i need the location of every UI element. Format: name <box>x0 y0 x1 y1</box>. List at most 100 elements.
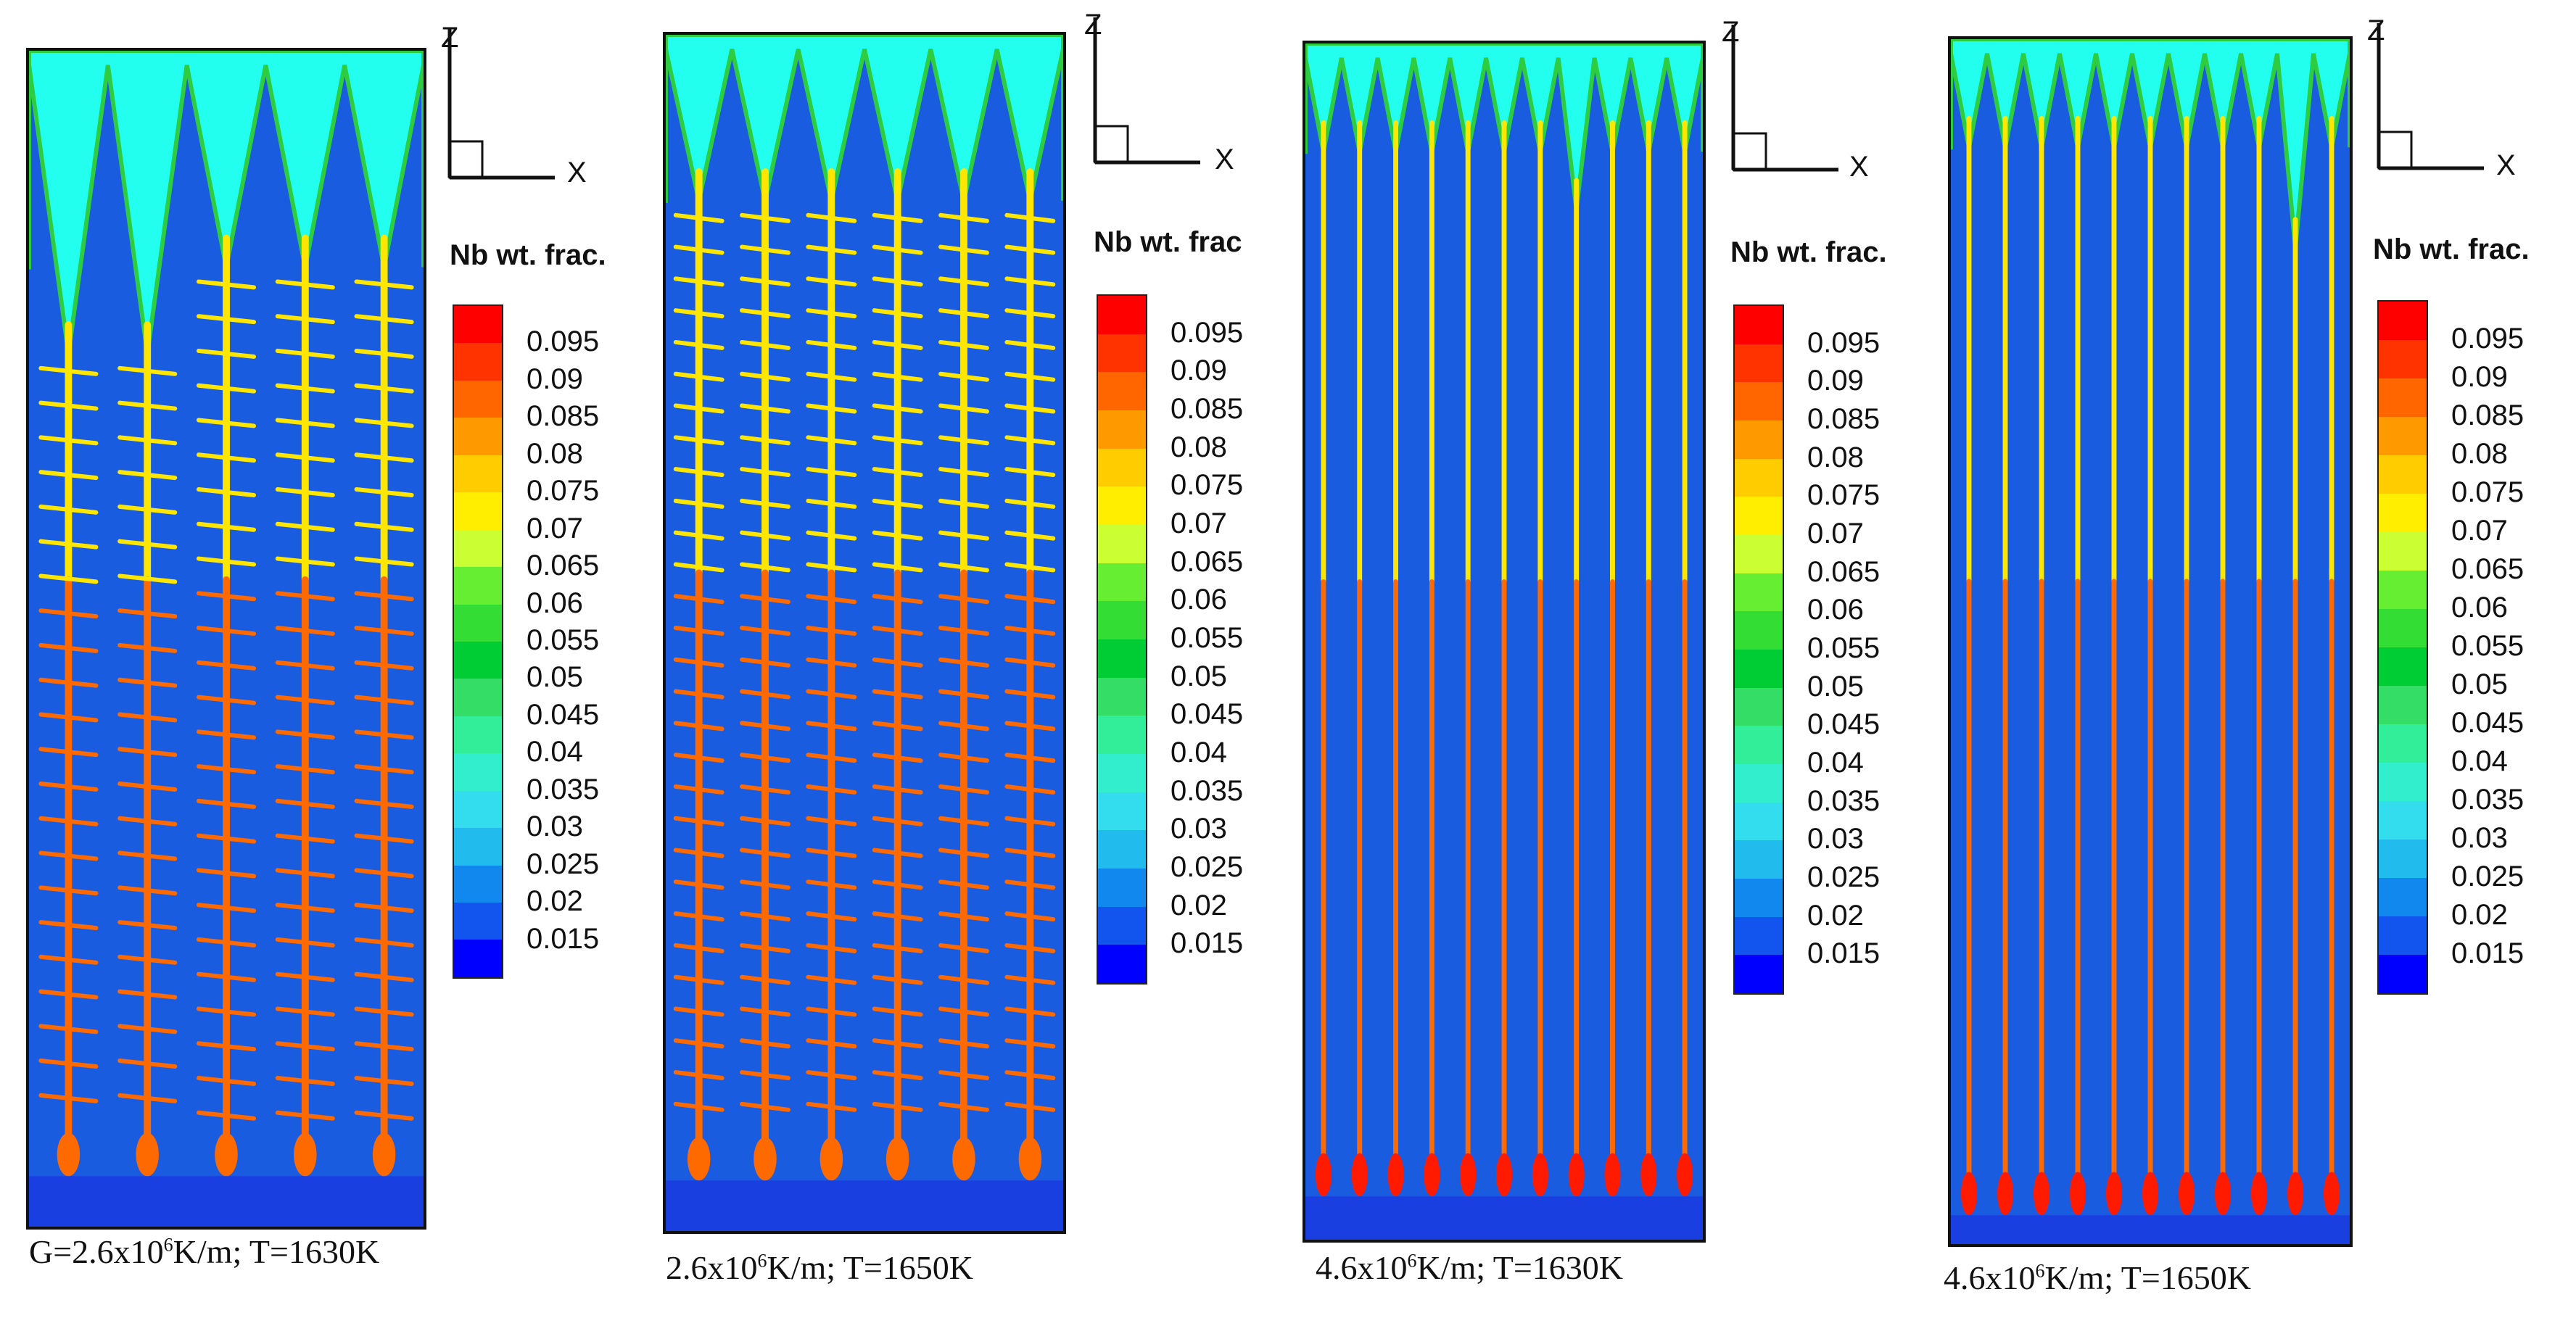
legend-tick-label: 0.025 <box>527 847 600 880</box>
legend-tick-label: 0.03 <box>1171 813 1227 845</box>
colorbar-swatch <box>2379 609 2427 647</box>
colorbar-swatch <box>2379 878 2427 916</box>
legend-tick-label: 0.03 <box>1807 823 1864 855</box>
colorbar-swatch <box>1098 792 1146 831</box>
colorbar-swatch <box>454 529 502 568</box>
colorbar-swatch <box>454 865 502 903</box>
legend-tick-label: 0.04 <box>1171 737 1227 768</box>
colorbar-swatch <box>2379 955 2427 993</box>
axis-triad-1 <box>447 29 555 180</box>
colorbar-swatch <box>454 940 502 977</box>
axis-label-z: Z <box>441 22 459 54</box>
legend-tick-label: 0.03 <box>2451 822 2508 854</box>
legend-tick-label: 0.02 <box>1807 899 1864 932</box>
colorbar-swatch <box>2379 840 2427 878</box>
axis-triad-3 <box>1731 25 1838 172</box>
legend-tick-label: 0.06 <box>1171 584 1227 616</box>
colorbar-swatch <box>454 790 502 829</box>
colorbar-swatch <box>2379 763 2427 801</box>
colorbar-swatch <box>1098 486 1146 525</box>
legend-tick-label: 0.08 <box>2451 438 2508 470</box>
colorbar-swatch <box>454 903 502 940</box>
colorbar-swatch <box>454 455 502 493</box>
legend-tick-label: 0.025 <box>2451 861 2525 892</box>
axis-label-x: X <box>2496 149 2516 181</box>
simulation-field-2 <box>663 32 1066 1234</box>
colorbar-swatch <box>1098 524 1146 563</box>
legend-tick-label: 0.095 <box>1171 316 1244 349</box>
colorbar-swatch <box>2379 302 2427 340</box>
colorbar-swatch <box>2379 417 2427 455</box>
legend-tick-label: 0.055 <box>527 624 600 656</box>
colorbar-swatch <box>1098 677 1146 716</box>
legend-tick-label: 0.04 <box>527 736 583 768</box>
colorbar-swatch <box>1735 497 1783 535</box>
axis-label-z: Z <box>2367 14 2385 46</box>
panel-4: Z X Nb wt. frac. 0.095 0.09 0.085 0.08 0.075… <box>1929 0 2576 1318</box>
colorbar-swatch <box>1098 296 1146 334</box>
legend-tick-label: 0.09 <box>2451 361 2508 393</box>
legend-tick-label: 0.055 <box>2451 630 2525 662</box>
caption-2: 2.6x106K/m; T=1650K <box>666 1249 973 1286</box>
colorbar-swatch <box>1735 687 1783 726</box>
colorbar-swatch <box>2379 532 2427 571</box>
colorbar-swatch <box>1735 763 1783 803</box>
legend-tick-label: 0.035 <box>2451 784 2525 816</box>
legend-tick-label: 0.05 <box>527 661 583 694</box>
colorbar-swatch <box>454 343 502 381</box>
legend-tick-label: 0.085 <box>1807 403 1881 435</box>
colorbar-4 <box>2377 300 2428 995</box>
colorbar-swatch <box>1735 534 1783 573</box>
legend-tick-label: 0.06 <box>527 587 583 619</box>
colorbar-swatch <box>2379 686 2427 724</box>
colorbar-2 <box>1097 294 1147 985</box>
colorbar-swatch <box>1098 601 1146 639</box>
legend-tick-label: 0.045 <box>527 698 600 731</box>
colorbar-swatch <box>1735 344 1783 383</box>
colorbar-swatch <box>454 567 502 605</box>
legend-tick-label: 0.035 <box>527 773 600 805</box>
colorbar-swatch <box>1098 945 1146 983</box>
colorbar-swatch <box>1098 906 1146 945</box>
colorbar-swatch <box>454 418 502 455</box>
axis-label-x: X <box>1849 151 1869 183</box>
legend-tick-label: 0.085 <box>2451 399 2525 431</box>
colorbar-swatch <box>454 641 502 679</box>
caption-4: 4.6x106K/m; T=1650K <box>1944 1259 2251 1296</box>
legend-tick-label: 0.02 <box>2451 899 2508 931</box>
colorbar-swatch <box>2379 340 2427 378</box>
legend-tick-label: 0.015 <box>2451 937 2525 969</box>
legend-tick-label: 0.04 <box>2451 745 2508 777</box>
legend-tick-label: 0.065 <box>527 550 600 582</box>
colorbar-swatch <box>2379 494 2427 532</box>
legend-title-4: Nb wt. frac. <box>2373 233 2530 265</box>
colorbar-swatch <box>454 753 502 791</box>
legend-tick-label: 0.025 <box>1171 851 1244 883</box>
caption-1: G=2.6x106K/m; T=1630K <box>29 1233 380 1270</box>
legend-tick-label: 0.035 <box>1171 774 1244 807</box>
colorbar-swatch <box>1735 649 1783 688</box>
legend-tick-label: 0.015 <box>1171 927 1244 960</box>
colorbar-swatch <box>1098 639 1146 678</box>
legend-tick-label: 0.05 <box>2451 668 2508 700</box>
legend-tick-label: 0.08 <box>527 437 583 470</box>
legend-tick-label: 0.06 <box>2451 592 2508 623</box>
legend-tick-label: 0.085 <box>527 400 600 433</box>
legend-tick-label: 0.045 <box>2451 707 2525 739</box>
colorbar-swatch <box>1098 753 1146 792</box>
colorbar-swatch <box>1735 611 1783 650</box>
legend-tick-label: 0.015 <box>1807 937 1881 970</box>
colorbar-swatch <box>454 828 502 866</box>
colorbar-swatch <box>1098 372 1146 410</box>
legend-tick-label: 0.065 <box>2451 553 2525 585</box>
legend-tick-label: 0.095 <box>2451 323 2525 355</box>
colorbar-swatch <box>1098 830 1146 869</box>
panel-1: Z X Nb wt. frac. 0.095 0.09 0.085 0.08 0.075… <box>0 0 638 1318</box>
colorbar-swatch <box>1098 563 1146 602</box>
legend-title-2: Nb wt. frac <box>1094 226 1242 258</box>
colorbar-swatch <box>454 716 502 754</box>
axis-label-z: Z <box>1722 16 1740 48</box>
legend-tick-label: 0.02 <box>527 885 583 918</box>
colorbar-swatch <box>1735 840 1783 879</box>
colorbar-swatch <box>1735 916 1783 956</box>
